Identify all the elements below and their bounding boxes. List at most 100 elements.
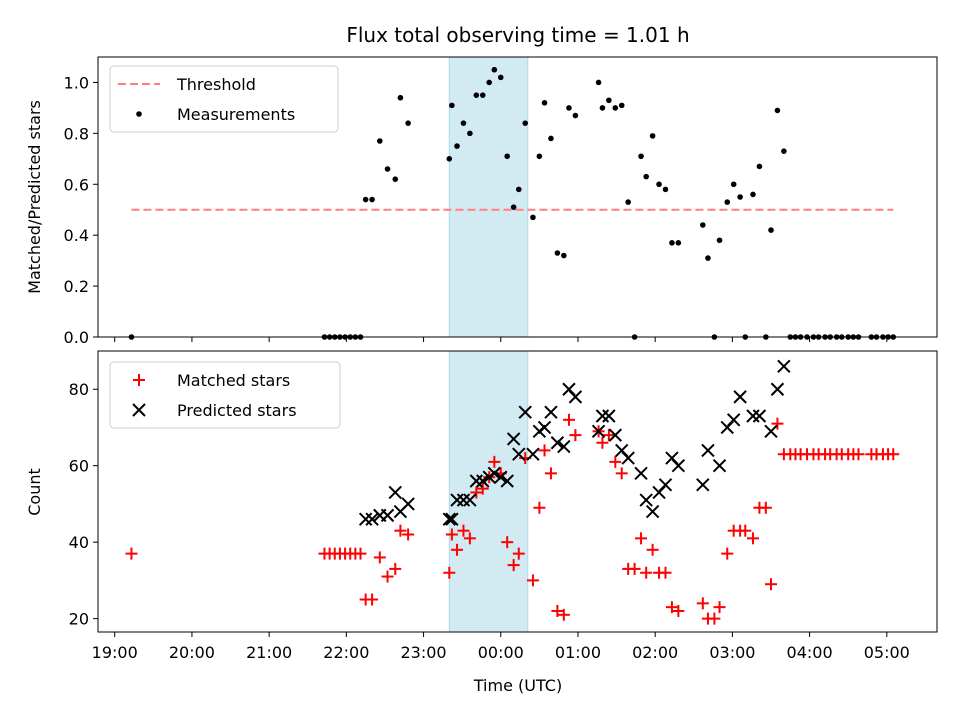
matched-point-56 — [721, 547, 734, 560]
predicted-point-6 — [401, 497, 415, 511]
measurement-point-26 — [504, 153, 511, 160]
matched-point-46 — [640, 566, 653, 579]
matched-point-40 — [602, 429, 615, 442]
measurement-point-52 — [700, 222, 706, 228]
bottom-xtick-label-3: 22:00 — [323, 643, 369, 662]
matched-point-16 — [443, 566, 456, 579]
matched-point-54 — [708, 612, 721, 625]
predicted-point-26 — [557, 439, 571, 454]
matched-point-0 — [125, 547, 138, 560]
matched-point-41 — [609, 455, 622, 468]
legend-predicted-swatch — [132, 403, 146, 417]
measurement-point-34 — [554, 250, 561, 256]
measurement-point-21 — [473, 92, 480, 98]
predicted-point-29 — [591, 424, 606, 438]
measurement-point-30 — [530, 214, 536, 221]
bottom-xtick-label-6: 01:00 — [555, 643, 601, 662]
bottom-ytick-label-1: 40 — [69, 533, 89, 552]
measurement-point-45 — [638, 153, 644, 160]
measurement-point-16 — [446, 156, 453, 162]
matched-point-42 — [615, 467, 628, 480]
measurement-point-11 — [377, 138, 383, 144]
measurement-point-28 — [515, 186, 522, 193]
predicted-point-34 — [621, 451, 635, 465]
bottom-xtick-label-2: 21:00 — [246, 643, 292, 662]
matched-point-59 — [739, 524, 752, 537]
predicted-point-15 — [487, 466, 502, 481]
measurement-point-27 — [510, 204, 517, 210]
predicted-point-41 — [671, 458, 686, 473]
predicted-point-37 — [645, 504, 660, 519]
matched-point-17 — [445, 528, 458, 541]
predicted-point-3 — [380, 508, 395, 523]
predicted-point-48 — [746, 409, 760, 423]
measurement-point-49 — [662, 186, 669, 193]
matched-point-33 — [544, 467, 557, 480]
matched-point-21 — [470, 486, 483, 499]
measurement-point-56 — [724, 199, 731, 205]
measurement-point-55 — [716, 237, 723, 244]
bottom-xtick-label-0: 19:00 — [92, 643, 138, 662]
predicted-point-39 — [658, 478, 673, 492]
measurement-point-23 — [486, 79, 492, 86]
matched-point-15 — [402, 528, 415, 541]
measurement-point-33 — [548, 135, 554, 142]
bottom-xtick-label-10: 05:00 — [864, 643, 910, 662]
top-axes-frame — [97, 56, 938, 338]
predicted-point-46 — [726, 413, 741, 427]
matched-point-55 — [713, 601, 726, 614]
matched-point-26 — [501, 536, 514, 549]
matched-point-19 — [457, 524, 470, 537]
measurement-point-51 — [675, 240, 682, 246]
measurement-point-50 — [669, 240, 675, 246]
bottom-axes-frame — [97, 350, 938, 633]
matched-point-34 — [551, 604, 564, 617]
bottom-xtick-label-8: 03:00 — [709, 643, 755, 662]
matched-point-8 — [354, 547, 367, 560]
matched-point-20 — [463, 532, 476, 545]
measurement-point-25 — [497, 74, 504, 81]
measurement-point-13 — [392, 176, 399, 182]
predicted-point-16 — [494, 470, 508, 484]
measurement-point-39 — [599, 105, 606, 111]
chart-title: Flux total observing time = 1.01 h — [346, 23, 689, 47]
measurement-point-42 — [618, 102, 625, 109]
predicted-point-13 — [476, 474, 490, 488]
matched-point-18 — [451, 543, 464, 556]
predicted-point-44 — [712, 458, 727, 473]
matched-point-32 — [538, 444, 551, 457]
matched-point-78 — [852, 448, 865, 461]
matched-point-22 — [476, 482, 489, 495]
measurement-point-40 — [606, 97, 612, 104]
matched-point-47 — [646, 543, 659, 556]
predicted-point-31 — [602, 409, 616, 423]
matched-point-11 — [373, 551, 386, 564]
measurement-point-24 — [491, 66, 498, 73]
measurement-point-19 — [460, 120, 467, 126]
predicted-point-10 — [456, 493, 471, 507]
predicted-point-49 — [752, 409, 767, 423]
predicted-point-50 — [764, 424, 778, 438]
matched-point-24 — [488, 455, 501, 468]
top-legend-box — [109, 65, 339, 133]
measurement-point-64 — [774, 107, 781, 114]
matched-point-52 — [696, 597, 709, 610]
predicted-point-23 — [537, 420, 552, 435]
top-ytick-label-0: 0.0 — [64, 328, 89, 347]
bottom-xtick-label-9: 04:00 — [787, 643, 833, 662]
matched-point-13 — [389, 562, 402, 575]
legend-threshold-label: Threshold — [176, 75, 256, 94]
matched-point-39 — [596, 436, 609, 449]
matched-point-14 — [394, 524, 407, 537]
matched-point-36 — [562, 413, 575, 426]
predicted-point-35 — [634, 466, 648, 481]
bottom-xtick-label-7: 02:00 — [632, 643, 678, 662]
measurement-point-22 — [479, 92, 486, 98]
top-legend: Threshold Measurements — [109, 65, 339, 133]
matched-point-60 — [746, 532, 759, 545]
top-ytick-label-2: 0.4 — [64, 226, 89, 245]
measurement-point-46 — [643, 173, 649, 180]
bottom-legend: Matched stars Predicted stars — [109, 361, 341, 429]
predicted-point-12 — [469, 474, 484, 488]
predicted-point-1 — [365, 512, 379, 526]
